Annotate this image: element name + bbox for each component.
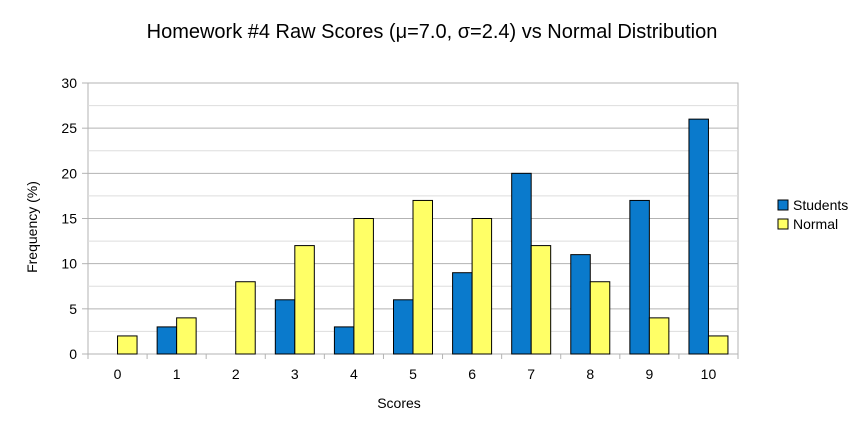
- bar-normal-5: [412, 199, 433, 355]
- bar-normal-9: [648, 317, 670, 355]
- bar-students-1: [156, 326, 178, 355]
- legend-label-normal: Normal: [793, 216, 838, 232]
- x-tick-label: 4: [350, 366, 358, 382]
- x-tick-label: 8: [586, 366, 594, 382]
- bar-normal-10: [707, 335, 729, 355]
- bar-students-10: [688, 118, 709, 355]
- x-axis-ticks: 0 1 2 3 4 5 6 7 8 9 10: [87, 354, 739, 382]
- chart-title: Homework #4 Raw Scores (μ=7.0, σ=2.4) vs…: [147, 21, 718, 43]
- x-tick-label: 10: [701, 366, 717, 382]
- bar-students-6: [452, 272, 473, 355]
- y-tick-label: 30: [61, 75, 77, 91]
- y-axis-label: Frequency (%): [24, 181, 40, 273]
- y-tick-label: 10: [61, 256, 77, 272]
- bar-normal-1: [176, 317, 197, 355]
- bar-students-5: [393, 299, 414, 355]
- x-axis-label: Scores: [377, 395, 421, 411]
- x-tick-label: 6: [468, 366, 476, 382]
- legend: Students Normal: [777, 197, 848, 232]
- y-axis-ticks: 0 5 10 15 20 25 30: [61, 75, 88, 362]
- legend-swatch-normal: [777, 218, 789, 230]
- bar-normal-0: [117, 335, 138, 355]
- y-tick-label: 20: [61, 165, 77, 181]
- bar-normal-7: [530, 245, 552, 355]
- bar-normal-3: [294, 245, 315, 355]
- x-tick-label: 1: [173, 366, 181, 382]
- x-tick-label: 5: [409, 366, 417, 382]
- bar-students-3: [274, 299, 296, 355]
- x-tick-label: 9: [645, 366, 653, 382]
- y-tick-label: 25: [61, 120, 77, 136]
- y-tick-label: 0: [69, 346, 77, 362]
- x-tick-label: 7: [527, 366, 535, 382]
- x-tick-label: 3: [291, 366, 299, 382]
- x-tick-label: 2: [232, 366, 240, 382]
- y-tick-label: 15: [61, 211, 77, 227]
- bar-normal-6: [471, 218, 493, 355]
- x-tick-label: 0: [114, 366, 122, 382]
- bar-normal-8: [589, 281, 611, 355]
- bars: [117, 118, 729, 355]
- bar-students-7: [511, 172, 532, 355]
- bar-students-8: [570, 254, 591, 355]
- bar-normal-2: [235, 281, 256, 355]
- bar-normal-4: [353, 218, 374, 355]
- bar-students-4: [333, 326, 355, 355]
- bar-students-9: [629, 199, 650, 355]
- y-tick-label: 5: [69, 301, 77, 317]
- legend-label-students: Students: [793, 197, 848, 213]
- legend-swatch-students: [777, 199, 789, 211]
